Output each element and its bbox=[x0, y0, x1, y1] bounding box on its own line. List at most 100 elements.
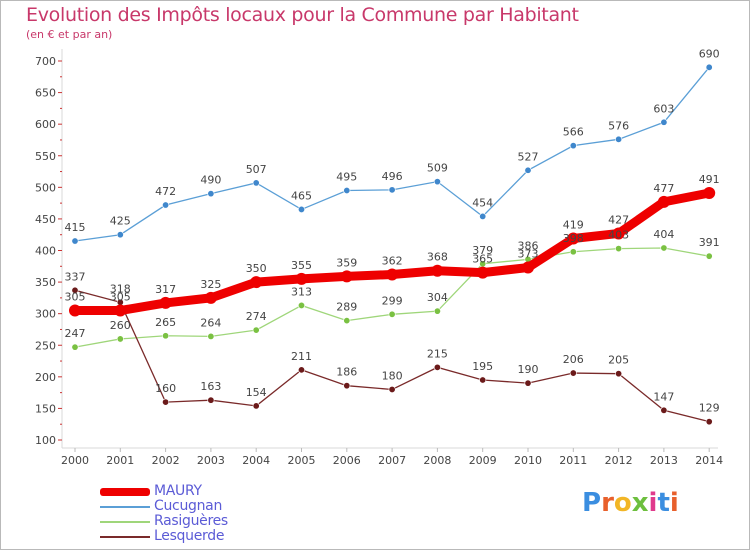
data-point-rasigueres bbox=[252, 326, 260, 334]
data-point-lesquerde bbox=[705, 418, 713, 426]
data-point-lesquerde bbox=[615, 370, 623, 378]
data-point-maury bbox=[476, 266, 489, 279]
y-tick-label: 650 bbox=[35, 87, 56, 100]
data-label-rasigueres: 304 bbox=[427, 291, 448, 304]
data-label-rasigueres: 260 bbox=[110, 319, 131, 332]
legend-swatch-lesquerde bbox=[100, 536, 150, 538]
data-label-maury: 365 bbox=[472, 253, 493, 266]
data-point-rasigueres bbox=[569, 248, 577, 256]
data-point-maury bbox=[295, 272, 308, 285]
data-point-rasigueres bbox=[705, 252, 713, 260]
data-label-cucugnan: 454 bbox=[472, 196, 493, 209]
data-point-lesquerde bbox=[433, 363, 441, 371]
data-label-maury: 491 bbox=[699, 173, 720, 186]
x-tick-label: 2004 bbox=[242, 454, 270, 467]
data-label-maury: 325 bbox=[200, 278, 221, 291]
data-point-maury bbox=[204, 291, 217, 304]
data-label-maury: 368 bbox=[427, 251, 448, 264]
x-tick-label: 2001 bbox=[106, 454, 134, 467]
data-point-lesquerde bbox=[343, 382, 351, 390]
data-point-cucugnan bbox=[207, 190, 215, 198]
data-label-rasigueres: 391 bbox=[699, 236, 720, 249]
data-label-lesquerde: 205 bbox=[608, 354, 629, 367]
data-label-maury: 305 bbox=[65, 291, 86, 304]
data-label-cucugnan: 566 bbox=[563, 126, 584, 139]
data-point-cucugnan bbox=[116, 231, 124, 239]
data-point-rasigueres bbox=[343, 317, 351, 325]
data-label-cucugnan: 690 bbox=[699, 47, 720, 60]
data-point-lesquerde bbox=[388, 385, 396, 393]
data-label-lesquerde: 154 bbox=[246, 386, 267, 399]
data-label-cucugnan: 527 bbox=[518, 150, 539, 163]
logo-letter: i bbox=[648, 488, 658, 518]
data-point-cucugnan bbox=[297, 205, 305, 213]
data-label-lesquerde: 129 bbox=[699, 402, 720, 415]
data-point-lesquerde bbox=[297, 366, 305, 374]
data-point-lesquerde bbox=[569, 369, 577, 377]
y-tick-label: 250 bbox=[35, 339, 56, 352]
data-point-rasigueres bbox=[71, 343, 79, 351]
legend-label-cucugnan: Cucugnan bbox=[154, 498, 223, 514]
y-tick-label: 450 bbox=[35, 213, 56, 226]
data-point-maury bbox=[340, 270, 353, 283]
data-point-cucugnan bbox=[615, 135, 623, 143]
data-label-cucugnan: 509 bbox=[427, 162, 448, 175]
data-point-lesquerde bbox=[660, 406, 668, 414]
y-tick-label: 700 bbox=[35, 55, 56, 68]
x-tick-label: 2002 bbox=[152, 454, 180, 467]
data-label-maury: 350 bbox=[246, 262, 267, 275]
data-label-lesquerde: 195 bbox=[472, 360, 493, 373]
y-tick-label: 100 bbox=[35, 434, 56, 447]
data-point-maury bbox=[159, 296, 172, 309]
data-label-lesquerde: 318 bbox=[110, 282, 131, 295]
data-label-cucugnan: 425 bbox=[110, 215, 131, 228]
data-label-rasigueres: 403 bbox=[608, 229, 629, 242]
data-point-cucugnan bbox=[569, 142, 577, 150]
data-point-rasigueres bbox=[162, 332, 170, 340]
data-point-lesquerde bbox=[207, 396, 215, 404]
data-label-lesquerde: 163 bbox=[200, 380, 221, 393]
logo-letter: t bbox=[657, 488, 670, 518]
legend-label-lesquerde: Lesquerde bbox=[154, 528, 225, 544]
data-label-rasigueres: 247 bbox=[65, 327, 86, 340]
data-point-rasigueres bbox=[116, 335, 124, 343]
data-label-rasigueres: 264 bbox=[200, 316, 221, 329]
data-label-maury: 477 bbox=[653, 182, 674, 195]
data-label-lesquerde: 180 bbox=[382, 369, 403, 382]
data-label-lesquerde: 206 bbox=[563, 353, 584, 366]
data-label-maury: 305 bbox=[110, 291, 131, 304]
x-tick-label: 2007 bbox=[378, 454, 406, 467]
x-tick-label: 2014 bbox=[695, 454, 723, 467]
data-label-lesquerde: 147 bbox=[653, 390, 674, 403]
y-tick-label: 350 bbox=[35, 276, 56, 289]
data-point-lesquerde bbox=[524, 379, 532, 387]
data-label-lesquerde: 211 bbox=[291, 350, 312, 363]
data-point-cucugnan bbox=[479, 212, 487, 220]
data-label-rasigueres: 289 bbox=[336, 301, 357, 314]
x-tick-label: 2009 bbox=[469, 454, 497, 467]
data-point-rasigueres bbox=[297, 301, 305, 309]
data-point-maury bbox=[612, 227, 625, 240]
data-point-lesquerde bbox=[162, 398, 170, 406]
data-point-cucugnan bbox=[660, 118, 668, 126]
data-point-maury bbox=[657, 195, 670, 208]
y-tick-label: 150 bbox=[35, 402, 56, 415]
y-tick-label: 600 bbox=[35, 118, 56, 131]
x-tick-label: 2008 bbox=[423, 454, 451, 467]
x-tick-label: 2006 bbox=[333, 454, 361, 467]
data-point-cucugnan bbox=[71, 237, 79, 245]
data-label-cucugnan: 495 bbox=[336, 170, 357, 183]
data-label-lesquerde: 337 bbox=[65, 270, 86, 283]
data-point-cucugnan bbox=[162, 201, 170, 209]
data-label-cucugnan: 415 bbox=[65, 221, 86, 234]
logo-letter: o bbox=[613, 488, 632, 518]
chart-title: Evolution des Impôts locaux pour la Comm… bbox=[26, 4, 579, 26]
data-point-maury bbox=[69, 304, 81, 317]
data-label-rasigueres: 313 bbox=[291, 285, 312, 298]
data-label-cucugnan: 472 bbox=[155, 185, 176, 198]
data-point-maury bbox=[567, 232, 580, 245]
data-label-rasigueres: 299 bbox=[382, 294, 403, 307]
data-label-rasigueres: 404 bbox=[653, 228, 674, 241]
data-point-maury bbox=[114, 304, 127, 317]
data-label-rasigueres: 274 bbox=[246, 310, 267, 323]
